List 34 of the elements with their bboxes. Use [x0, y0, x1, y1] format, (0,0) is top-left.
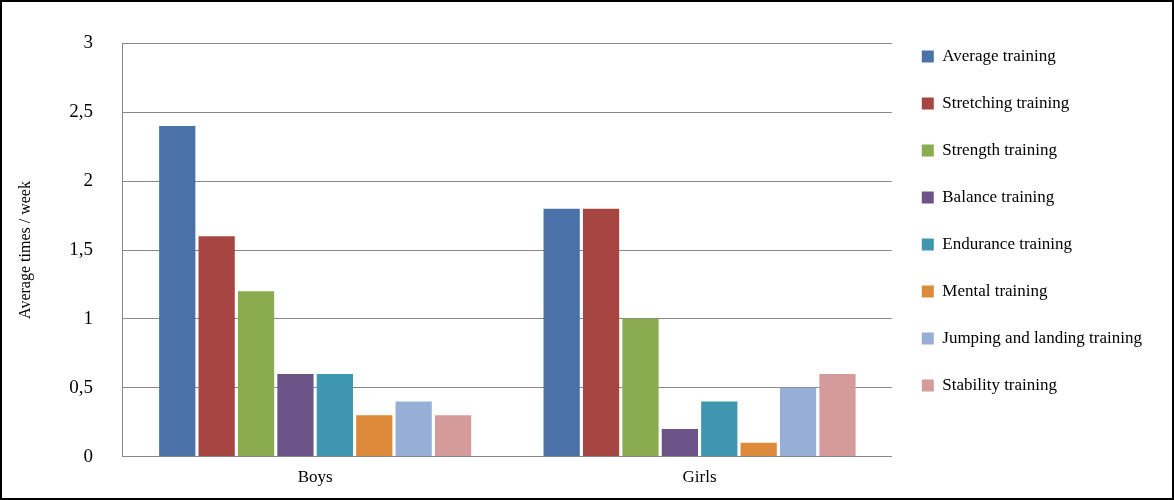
legend-label: Stretching training — [942, 92, 1070, 112]
y-tick-label: 3 — [83, 31, 93, 53]
legend-label: Average training — [942, 45, 1057, 65]
bar — [740, 442, 777, 457]
y-tick-label: 0 — [83, 444, 93, 466]
bar — [395, 401, 432, 457]
legend-label: Jumping and landing training — [942, 327, 1143, 347]
bar — [543, 208, 580, 457]
y-tick-label: 1 — [83, 306, 93, 328]
x-tick-label: Girls — [682, 467, 717, 487]
bar — [159, 126, 196, 457]
bar — [198, 236, 235, 457]
x-tick-label: Boys — [297, 467, 333, 487]
legend-label: Stability training — [942, 374, 1058, 394]
bar — [622, 318, 659, 457]
bar — [277, 373, 314, 457]
bar — [819, 373, 856, 457]
bar — [356, 415, 393, 457]
y-tick-label: 1,5 — [69, 237, 93, 259]
bar — [779, 387, 817, 457]
legend-label: Strength training — [942, 139, 1058, 159]
legend-label: Mental training — [942, 280, 1049, 300]
y-tick-label: 2,5 — [69, 100, 93, 122]
legend-label: Endurance training — [942, 233, 1073, 253]
bar — [316, 373, 353, 457]
y-axis-title: Average times / week — [15, 181, 34, 319]
y-tick-label: 2 — [83, 169, 93, 191]
bar — [237, 291, 275, 457]
legend-label: Balance training — [942, 186, 1055, 206]
y-tick-label: 0,5 — [69, 375, 93, 397]
bar — [661, 429, 698, 457]
bar — [701, 401, 738, 457]
bar — [582, 208, 620, 457]
bar — [434, 415, 472, 457]
